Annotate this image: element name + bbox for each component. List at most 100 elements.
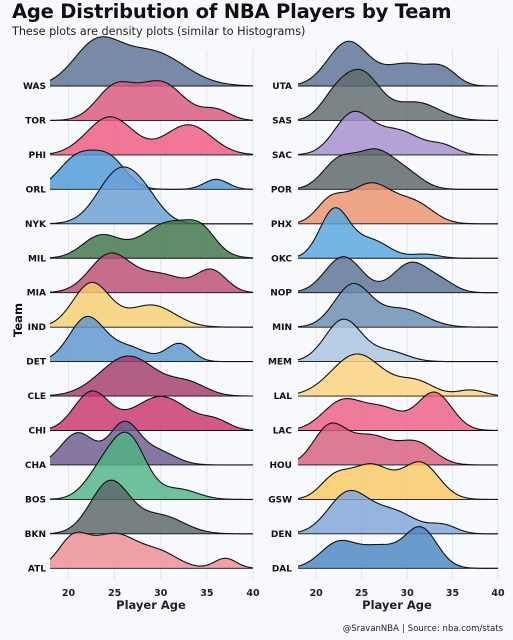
team-label: MIA bbox=[27, 289, 46, 299]
density-area bbox=[50, 80, 253, 121]
x-tick-label: 25 bbox=[355, 588, 368, 599]
density-area bbox=[50, 219, 253, 259]
ridge-mem bbox=[297, 318, 498, 363]
density-area bbox=[298, 69, 498, 121]
ridge-mil bbox=[49, 219, 254, 259]
team-label: SAC bbox=[272, 151, 292, 161]
ridge-okc bbox=[297, 207, 498, 259]
x-axis-label-left: Player Age bbox=[116, 598, 186, 612]
team-label: PHI bbox=[29, 151, 46, 161]
ridge-cha bbox=[49, 420, 253, 466]
team-label: CHI bbox=[29, 427, 47, 437]
ridge-den bbox=[297, 489, 499, 535]
team-label: WAS bbox=[23, 82, 46, 92]
team-label: OKC bbox=[271, 254, 292, 264]
density-area bbox=[50, 532, 253, 569]
density-area bbox=[50, 282, 253, 328]
ridge-dal bbox=[297, 526, 498, 569]
x-tick-label: 35 bbox=[446, 588, 459, 599]
density-outline bbox=[297, 489, 499, 535]
x-tick-label: 20 bbox=[62, 588, 76, 599]
density-outline bbox=[49, 80, 254, 121]
density-area bbox=[50, 421, 253, 465]
team-label: UTA bbox=[272, 82, 292, 92]
chart-title: Age Distribution of NBA Players by Team bbox=[12, 0, 452, 23]
ridge-por bbox=[297, 148, 498, 190]
x-tick-label: 40 bbox=[491, 588, 505, 599]
density-outline bbox=[297, 353, 499, 396]
ridge-bos bbox=[49, 431, 253, 500]
team-label: IND bbox=[28, 323, 46, 333]
ridge-hou bbox=[297, 422, 498, 466]
team-label: POR bbox=[271, 185, 292, 195]
team-label: LAC bbox=[273, 427, 293, 437]
ridge-sac bbox=[297, 110, 499, 156]
caption-source: Source: nba.com/stats bbox=[407, 624, 503, 634]
ridge-uta bbox=[297, 40, 499, 87]
density-area bbox=[298, 283, 498, 328]
density-area bbox=[298, 319, 498, 362]
ridge-sas bbox=[297, 68, 499, 121]
density-outline bbox=[49, 149, 254, 190]
ridge-chi bbox=[49, 390, 254, 431]
team-label: DET bbox=[26, 358, 47, 368]
team-label: NOP bbox=[270, 289, 292, 299]
ridge-lal bbox=[297, 353, 499, 397]
team-label: NYK bbox=[25, 220, 47, 230]
team-label: MIN bbox=[272, 323, 292, 333]
density-area bbox=[298, 422, 498, 465]
density-outline bbox=[297, 256, 498, 294]
density-outline bbox=[49, 219, 254, 259]
team-label: HOU bbox=[270, 461, 293, 471]
chart-subtitle: These plots are density plots (similar t… bbox=[12, 25, 306, 38]
ridge-was bbox=[49, 36, 254, 87]
density-outline bbox=[49, 116, 254, 155]
ridge-tor bbox=[49, 80, 254, 121]
density-outline bbox=[297, 110, 499, 156]
x-tick-label: 30 bbox=[154, 588, 168, 599]
density-outline bbox=[297, 461, 499, 500]
density-outline bbox=[49, 390, 254, 431]
density-outline bbox=[49, 531, 254, 569]
density-area bbox=[50, 116, 253, 155]
ridge-mia bbox=[49, 252, 254, 294]
density-outline bbox=[297, 526, 498, 569]
caption-separator: | bbox=[401, 624, 405, 634]
ridge-phi bbox=[49, 116, 254, 156]
team-label: MIL bbox=[28, 254, 46, 264]
left-ridgeline-panel: WAS TOR PHI ORL NYK MIL MIA IND DET CLE CHI CHA BOS B… bbox=[23, 36, 260, 599]
density-area bbox=[50, 316, 253, 362]
density-area bbox=[298, 207, 498, 259]
density-area bbox=[298, 392, 498, 431]
density-area bbox=[298, 182, 498, 224]
density-area bbox=[50, 150, 253, 190]
ridge-gsw bbox=[297, 461, 499, 500]
density-area bbox=[50, 252, 253, 293]
right-ridgeline-panel: UTA SAS SAC POR PHX OKC NOP MIN MEM LAL LAC HOU GSW D… bbox=[268, 40, 505, 599]
density-area bbox=[50, 36, 253, 86]
team-label: DEN bbox=[271, 530, 292, 540]
ridge-det bbox=[49, 315, 253, 363]
team-label: MEM bbox=[268, 358, 292, 368]
ridge-nyk bbox=[49, 166, 253, 225]
density-area bbox=[50, 480, 253, 534]
density-area bbox=[298, 111, 498, 155]
caption-author: @SravanNBA bbox=[342, 624, 399, 634]
density-outline bbox=[297, 422, 498, 466]
density-area bbox=[298, 148, 498, 190]
ridge-orl bbox=[49, 149, 254, 190]
team-label: TOR bbox=[25, 116, 46, 126]
x-tick-label: 20 bbox=[310, 588, 324, 599]
density-area bbox=[298, 256, 498, 293]
density-area bbox=[298, 490, 498, 534]
x-tick-label: 25 bbox=[108, 588, 121, 599]
team-label: CLE bbox=[28, 392, 47, 402]
ridge-atl bbox=[49, 531, 254, 569]
density-area bbox=[50, 166, 253, 224]
ridge-nop bbox=[297, 256, 498, 294]
team-label: CHA bbox=[25, 461, 46, 471]
x-tick-label: 40 bbox=[246, 588, 260, 599]
x-tick-label: 35 bbox=[200, 588, 213, 599]
density-area bbox=[298, 461, 498, 500]
team-label: PHX bbox=[271, 220, 292, 230]
